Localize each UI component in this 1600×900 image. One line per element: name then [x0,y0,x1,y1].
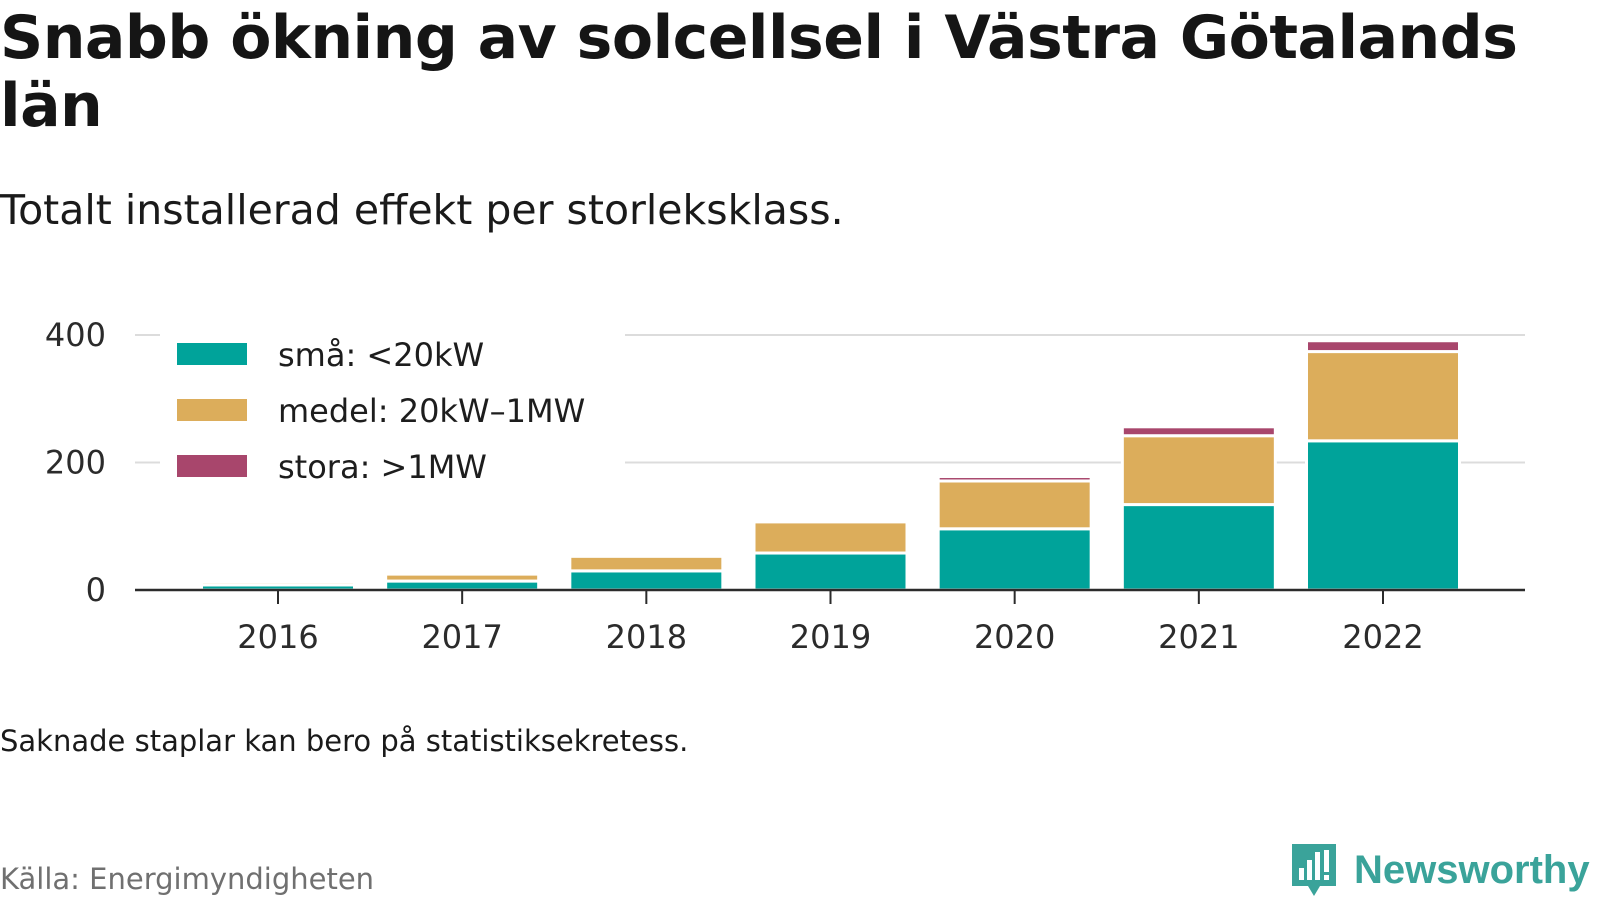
bar-segment [568,554,725,573]
bar-segment [752,551,909,592]
bar-segment [384,571,541,576]
bar-segment [1305,439,1461,592]
legend: små: <20kW medel: 20kW–1MW stora: >1MW [160,322,625,494]
bar-segment [568,569,725,592]
legend-label: stora: >1MW [278,448,487,486]
bars [200,339,1461,592]
bar-segment [200,579,356,584]
bar-segment [752,519,909,524]
bar-segment [1120,425,1277,438]
legend-swatch [177,399,247,421]
source-note: Källa: Energimyndigheten [0,862,375,896]
bar-segment [1305,350,1461,443]
x-tick-label: 2019 [790,618,871,656]
brand-logo: Newsworthy [1290,840,1590,900]
bar-segment [752,520,909,555]
bar-segment [1305,339,1461,354]
bar-segment [568,554,725,558]
legend-label: små: <20kW [278,336,484,374]
chart-subtitle: Totalt installerad effekt per storlekskl… [0,186,844,234]
brand-name: Newsworthy [1354,847,1590,892]
legend-swatch [177,455,247,477]
footnote: Saknade staplar kan bero på statistiksek… [0,724,689,758]
chart-title: Snabb ökning av solcellsel i Västra Göta… [0,3,1518,141]
bar-segment [936,479,1093,531]
legend-swatch [177,343,247,365]
bar-segment [936,475,1093,483]
x-tick-label: 2022 [1342,618,1423,656]
bar-segment [1120,434,1277,507]
x-tick-label: 2017 [421,618,502,656]
y-tick-label: 400 [45,316,106,354]
bar-segment [1120,503,1277,592]
legend-label: medel: 20kW–1MW [278,392,585,430]
x-tick-label: 2020 [974,618,1055,656]
x-tick-label: 2021 [1158,618,1239,656]
y-tick-label: 0 [86,571,106,609]
x-tick-label: 2016 [237,618,318,656]
axes: 0 200 400 2016 2017 2018 2019 2020 2021 2022 [45,316,1525,656]
bar-segment [936,527,1093,592]
y-tick-label: 200 [45,444,106,482]
newsworthy-logo-icon [1292,844,1336,896]
x-tick-label: 2018 [606,618,687,656]
stacked-bar-chart: 0 200 400 2016 2017 2018 2019 2020 2021 2022 små:… [45,316,1525,656]
